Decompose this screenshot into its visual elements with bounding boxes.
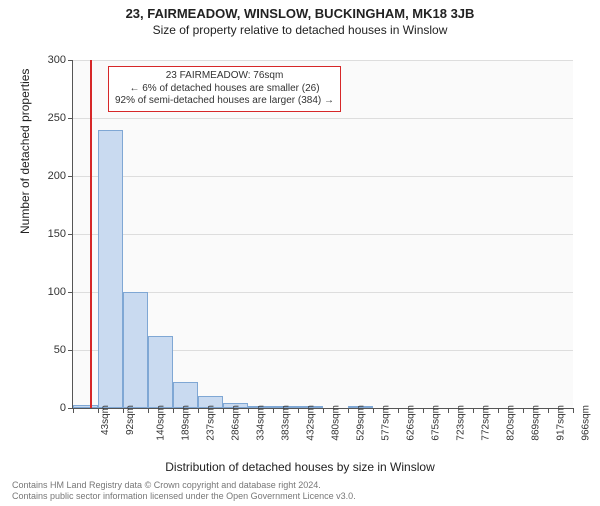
page-subtitle: Size of property relative to detached ho… (0, 23, 600, 37)
xtick-label: 772sqm (481, 405, 492, 441)
histogram-bar (73, 405, 98, 408)
property-marker-line (90, 60, 92, 408)
ytick-mark (68, 118, 73, 119)
xtick-mark (273, 408, 274, 413)
xtick-mark (248, 408, 249, 413)
footer-attribution: Contains HM Land Registry data © Crown c… (12, 480, 356, 503)
xtick-label: 869sqm (531, 405, 542, 441)
xtick-label: 820sqm (506, 405, 517, 441)
gridline (73, 292, 573, 293)
gridline (73, 234, 573, 235)
xtick-mark (498, 408, 499, 413)
footer-line1: Contains HM Land Registry data © Crown c… (12, 480, 356, 491)
annotation-line1: 23 FAIRMEADOW: 76sqm (115, 70, 334, 83)
histogram-bar (123, 292, 148, 408)
gridline (73, 118, 573, 119)
annotation-box: 23 FAIRMEADOW: 76sqm ← 6% of detached ho… (108, 66, 341, 112)
xtick-label: 626sqm (406, 405, 417, 441)
xtick-mark (148, 408, 149, 413)
histogram-plot: 43sqm92sqm140sqm189sqm237sqm286sqm334sqm… (72, 60, 573, 409)
xtick-mark (473, 408, 474, 413)
xtick-label: 529sqm (356, 405, 367, 441)
xtick-label: 92sqm (125, 405, 136, 435)
xtick-mark (298, 408, 299, 413)
xtick-label: 43sqm (100, 405, 111, 435)
xtick-label: 334sqm (256, 405, 267, 441)
x-axis-label: Distribution of detached houses by size … (0, 460, 600, 474)
xtick-mark (548, 408, 549, 413)
xtick-mark (173, 408, 174, 413)
ytick-label: 250 (26, 112, 66, 124)
xtick-label: 432sqm (306, 405, 317, 441)
annotation-line2: ← 6% of detached houses are smaller (26) (115, 83, 334, 96)
gridline (73, 60, 573, 61)
histogram-bar (98, 130, 123, 408)
ytick-label: 50 (26, 344, 66, 356)
xtick-label: 237sqm (206, 405, 217, 441)
xtick-mark (573, 408, 574, 413)
xtick-mark (398, 408, 399, 413)
ytick-label: 300 (26, 54, 66, 66)
annotation-line3: 92% of semi-detached houses are larger (… (115, 95, 334, 108)
page-title: 23, FAIRMEADOW, WINSLOW, BUCKINGHAM, MK1… (0, 6, 600, 21)
xtick-mark (373, 408, 374, 413)
ytick-mark (68, 234, 73, 235)
xtick-mark (523, 408, 524, 413)
xtick-mark (98, 408, 99, 413)
xtick-label: 723sqm (456, 405, 467, 441)
xtick-label: 189sqm (181, 405, 192, 441)
xtick-mark (223, 408, 224, 413)
xtick-mark (198, 408, 199, 413)
ytick-mark (68, 60, 73, 61)
xtick-label: 966sqm (581, 405, 592, 441)
footer-line2: Contains public sector information licen… (12, 491, 356, 502)
xtick-mark (348, 408, 349, 413)
xtick-mark (123, 408, 124, 413)
ytick-label: 150 (26, 228, 66, 240)
xtick-label: 480sqm (331, 405, 342, 441)
xtick-mark (323, 408, 324, 413)
xtick-mark (73, 408, 74, 413)
xtick-label: 383sqm (281, 405, 292, 441)
xtick-label: 675sqm (431, 405, 442, 441)
xtick-mark (423, 408, 424, 413)
xtick-label: 286sqm (231, 405, 242, 441)
xtick-label: 577sqm (381, 405, 392, 441)
ytick-mark (68, 292, 73, 293)
y-axis-label: Number of detached properties (18, 69, 32, 234)
xtick-label: 917sqm (556, 405, 567, 441)
gridline (73, 176, 573, 177)
ytick-label: 0 (26, 402, 66, 414)
ytick-mark (68, 350, 73, 351)
xtick-mark (448, 408, 449, 413)
ytick-label: 100 (26, 286, 66, 298)
histogram-bar (148, 336, 173, 408)
chart-area: 43sqm92sqm140sqm189sqm237sqm286sqm334sqm… (72, 60, 572, 408)
ytick-label: 200 (26, 170, 66, 182)
xtick-label: 140sqm (156, 405, 167, 441)
ytick-mark (68, 176, 73, 177)
